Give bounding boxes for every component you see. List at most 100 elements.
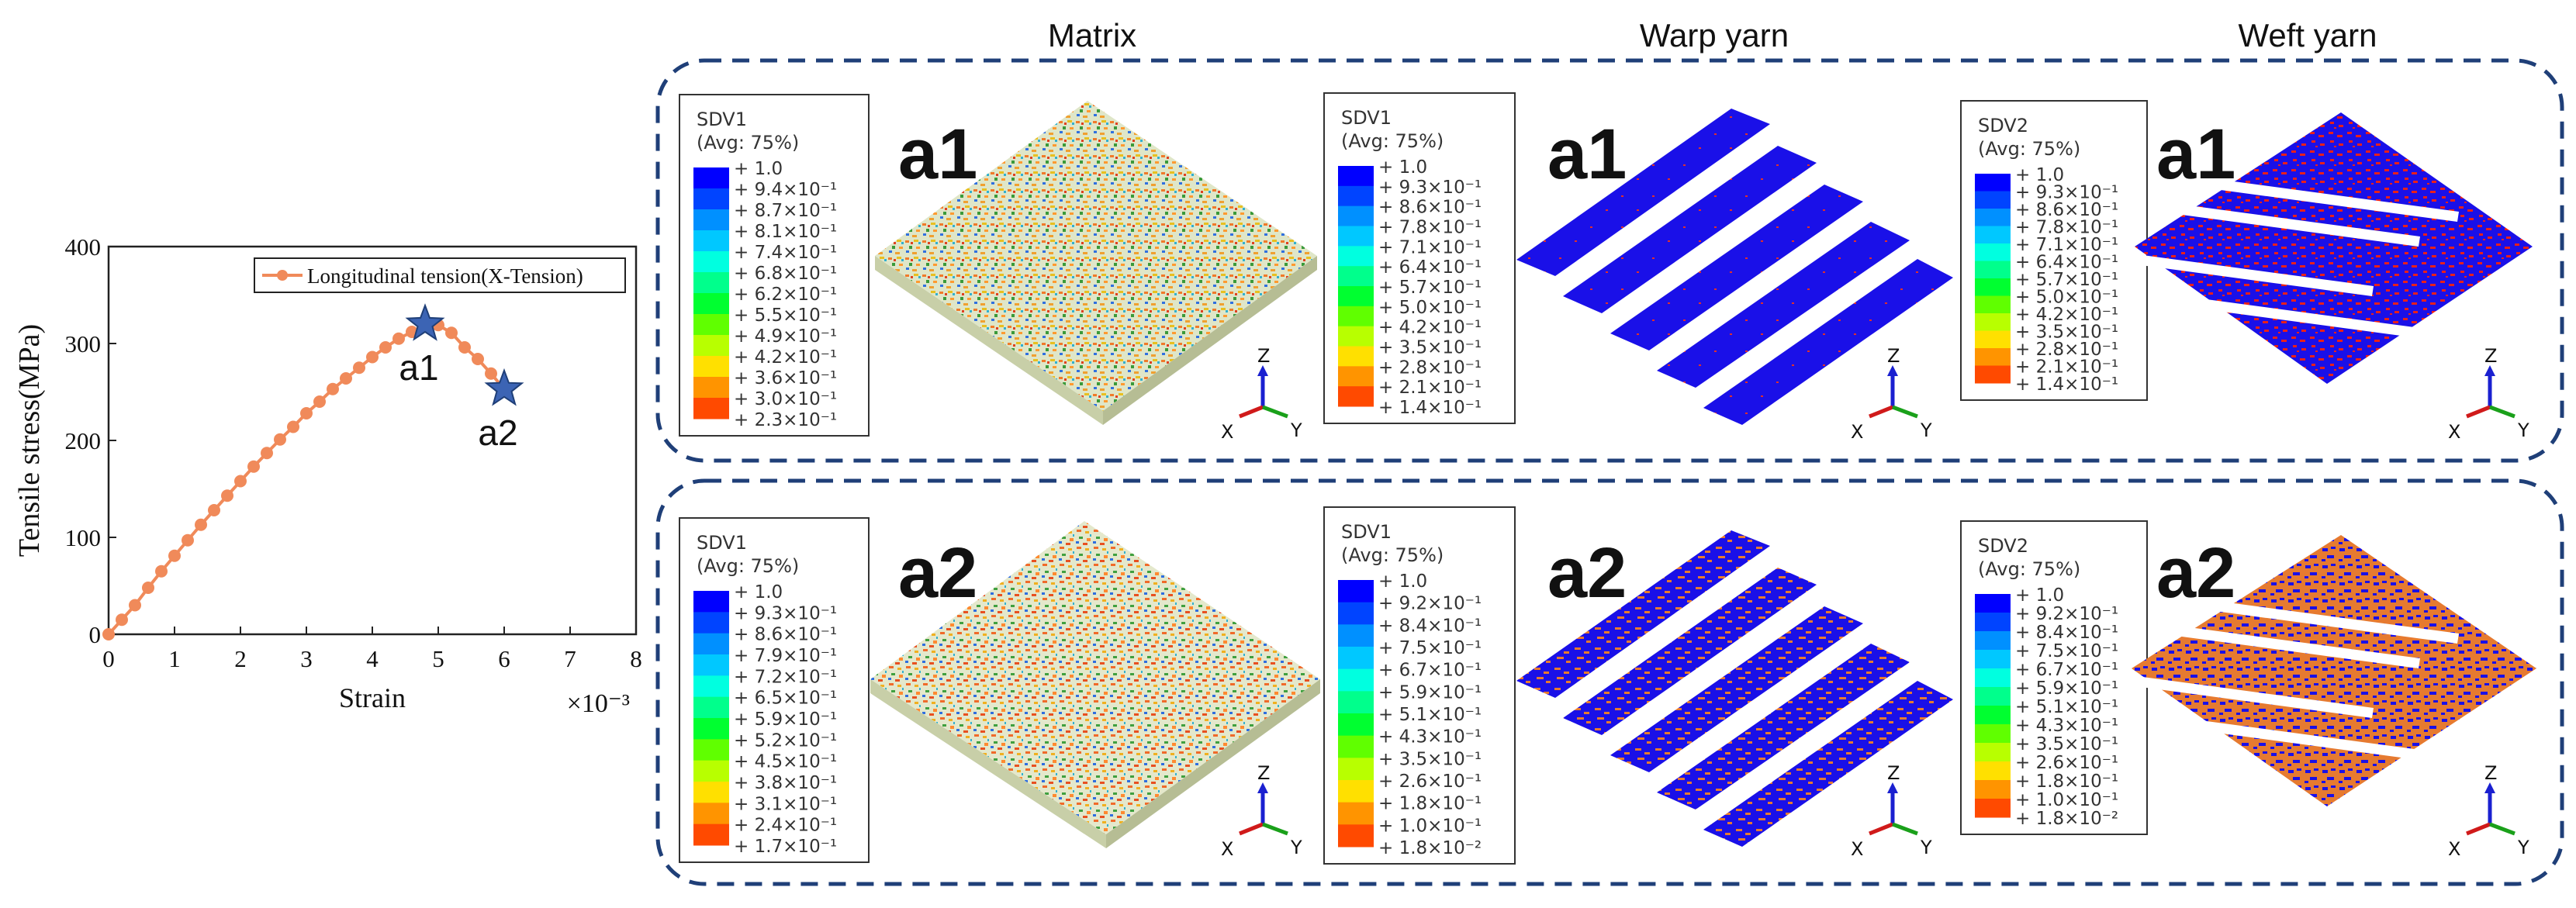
legend-color-band [1338,306,1374,327]
axis-triad: Z X Y [1851,345,1932,443]
legend-color-band [1975,209,2011,226]
legend-value: + 1.0 [734,159,783,179]
triad-y-label: Y [2517,837,2529,858]
x-tick-label: 8 [630,645,642,672]
legend-value: + 1.8×10⁻² [2015,809,2118,829]
legend-variable: SDV1 [697,109,747,130]
legend-averaging: (Avg: 75%) [1978,558,2080,580]
data-point [366,350,379,364]
triad-x-label: X [2448,838,2460,860]
legend-value: + 8.6×10⁻¹ [734,625,837,645]
triad-z-label: Z [2484,762,2497,784]
data-point [247,460,260,473]
legend-value: + 9.3×10⁻¹ [2015,183,2118,203]
legend-color-band [693,188,729,210]
legend-color-band [693,251,729,273]
contour-legend-2: SDV1(Avg: 75%)+ 1.0+ 9.3×10⁻¹+ 8.6×10⁻¹+… [1323,92,1516,424]
state-label-a1: a1 [898,115,977,194]
legend-color-band [1338,713,1374,737]
legend-value: + 3.5×10⁻¹ [2015,323,2118,343]
triad-x-label: X [1221,421,1233,443]
marker-label-a2: a2 [478,413,517,453]
legend-value: + 1.0 [1378,157,1427,178]
contour-legend-5: SDV1(Avg: 75%)+ 1.0+ 9.2×10⁻¹+ 8.4×10⁻¹+… [1323,506,1516,865]
legend-value: + 4.9×10⁻¹ [734,326,837,347]
legend-value: + 4.2×10⁻¹ [2015,305,2118,325]
triad-x-arrow [1869,822,1893,836]
legend-value: + 9.3×10⁻¹ [1378,178,1482,198]
legend-color-band [1975,799,2011,818]
triad-x-arrow [2466,405,2491,419]
legend-value: + 9.2×10⁻¹ [1378,594,1482,614]
x-axis-multiplier: ×10⁻³ [567,689,630,718]
column-title-weft-yarn: Weft yarn [2239,17,2377,54]
legend-color-band [693,398,729,419]
triad-y-arrow [1892,405,1918,419]
data-point [116,613,128,627]
legend-color-band [1338,647,1374,670]
legend-value: + 8.4×10⁻¹ [2015,623,2118,643]
legend-value: + 4.3×10⁻¹ [2015,716,2118,736]
x-tick-label: 1 [168,645,181,672]
legend-color-band [1338,386,1374,407]
legend-color-band [693,803,729,825]
legend-variable: SDV1 [697,532,747,554]
data-point [313,395,326,408]
triad-z-label: Z [1887,762,1900,784]
y-tick-label: 0 [89,621,102,648]
triad-y-arrow [1892,822,1918,836]
data-point [300,407,313,419]
legend-value: + 5.2×10⁻¹ [734,730,837,751]
legend-color-band [1338,185,1374,207]
legend-color-band [1338,802,1374,825]
legend-value: + 5.0×10⁻¹ [2015,288,2118,308]
legend-value: + 3.5×10⁻¹ [1378,338,1482,358]
legend-value: + 5.1×10⁻¹ [1378,705,1482,725]
triad-z-label: Z [1257,762,1270,784]
legend-value: + 6.7×10⁻¹ [1378,661,1482,681]
axis-triad: Z X Y [2448,345,2529,443]
triad-x-arrow [2466,822,2491,836]
triad-z-head [1257,365,1268,376]
legend-value: + 2.8×10⁻¹ [2015,340,2118,360]
legend-value: + 9.2×10⁻¹ [2015,604,2118,624]
legend-color-band [693,823,729,846]
data-point [155,564,168,578]
legend-value: + 4.5×10⁻¹ [734,752,837,772]
legend-color-band [693,314,729,336]
legend-variable: SDV1 [1341,107,1392,129]
legend-color-band [1975,743,2011,762]
triad-z-label: Z [1887,345,1900,367]
legend-color-band [693,718,729,740]
legend-value: + 7.5×10⁻¹ [1378,638,1482,658]
x-tick-label: 5 [432,645,444,672]
legend-color-band [1975,365,2011,384]
legend-color-band [1975,191,2011,209]
contour-legend-6: SDV2(Avg: 75%)+ 1.0+ 9.2×10⁻¹+ 8.4×10⁻¹+… [1960,520,2148,835]
marker-star-a1 [405,303,445,341]
data-point [168,549,181,562]
series-points [102,319,510,640]
legend-color-band [1975,780,2011,799]
warp-yarns-a1 [1516,109,1953,425]
legend-value: + 5.9×10⁻¹ [734,709,837,730]
legend-value: + 7.2×10⁻¹ [734,667,837,687]
legend-variable: SDV2 [1978,115,2028,136]
triad-z-head [1887,365,1898,376]
x-axis-label: Strain [339,682,406,713]
triad-z-label: Z [2484,345,2497,367]
legend-color-band [1975,330,2011,349]
legend-value: + 5.1×10⁻¹ [2015,697,2118,717]
legend-color-band [693,782,729,803]
triad-x-label: X [2448,421,2460,443]
legend-color-band [693,167,729,189]
marker-star-a2 [484,368,524,406]
legend-averaging: (Avg: 75%) [697,555,799,577]
legend-value: + 1.7×10⁻¹ [734,837,837,857]
legend-color-band [1338,602,1374,625]
legend-value: + 5.7×10⁻¹ [2015,270,2118,290]
triad-z-head [1257,782,1268,793]
legend-color-band [1975,226,2011,244]
triad-y-label: Y [1920,419,1932,441]
